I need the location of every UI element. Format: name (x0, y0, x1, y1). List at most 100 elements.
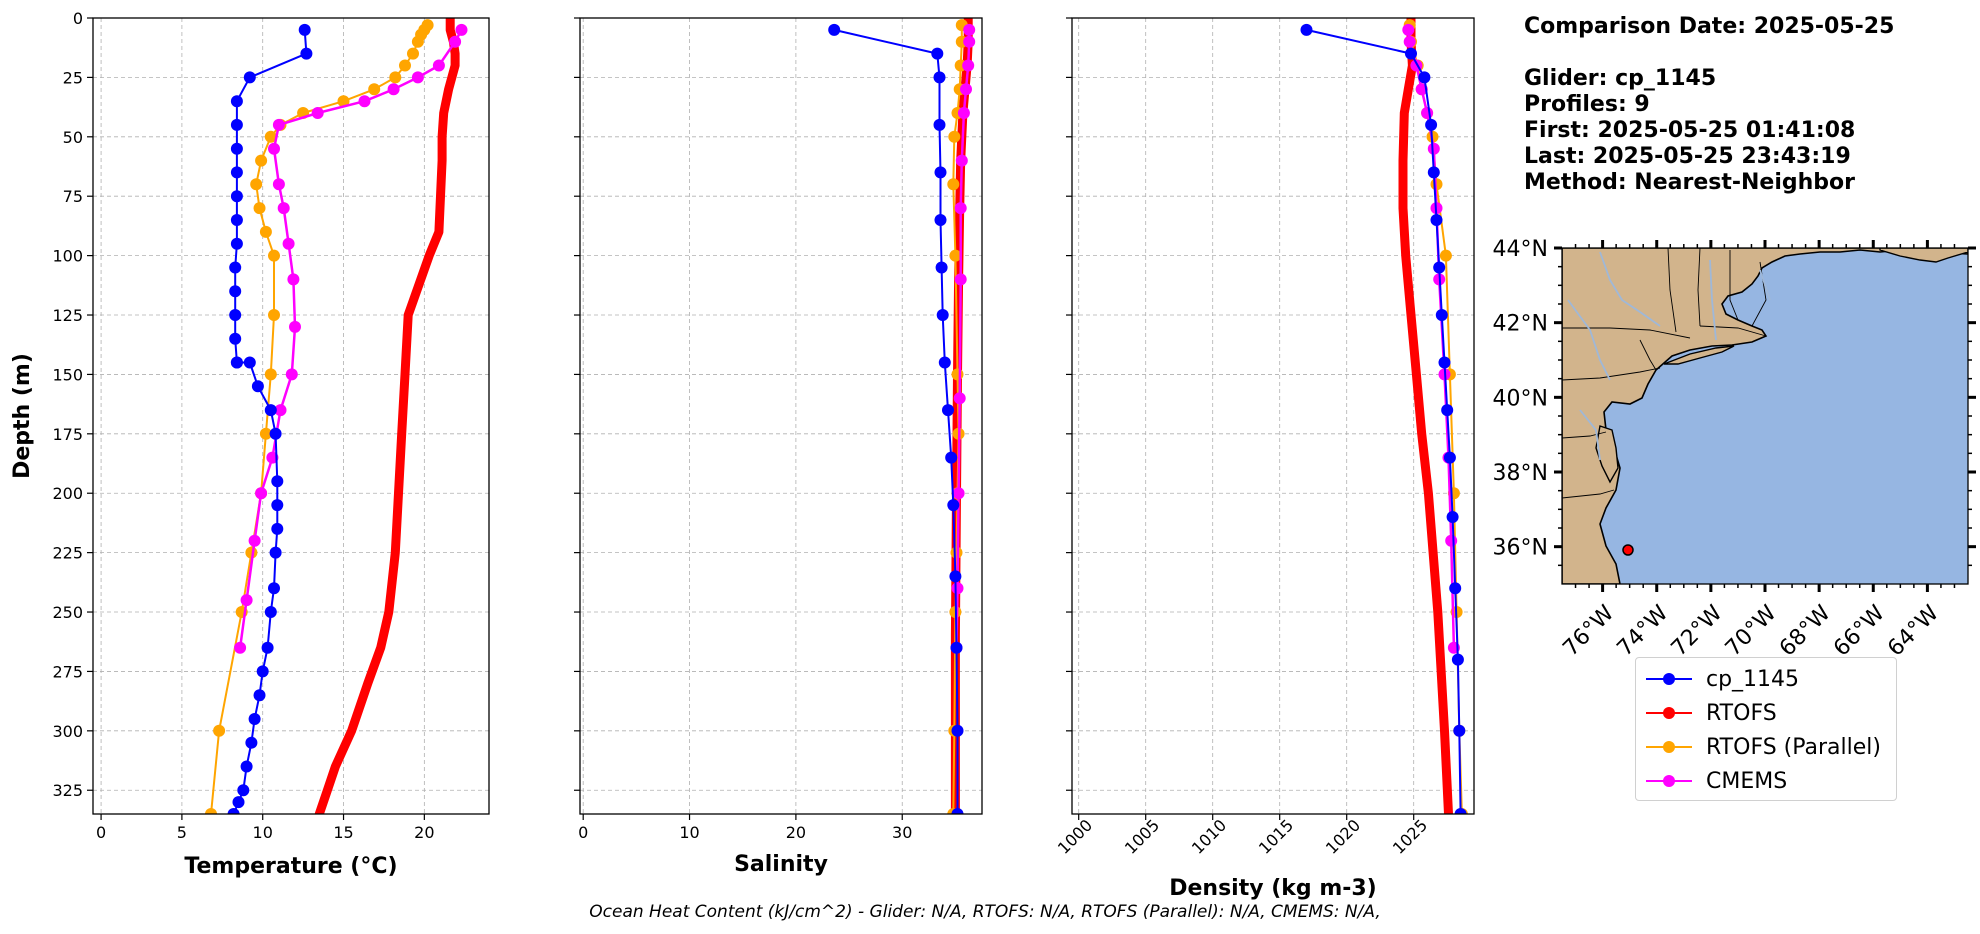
data-point (230, 214, 243, 226)
data-point (449, 35, 462, 48)
data-point (934, 214, 947, 226)
data-point (250, 178, 263, 191)
salinity-ticks: 0 10 20 30 (574, 17, 912, 842)
data-point (1439, 249, 1452, 262)
data-point (261, 641, 274, 654)
depth-ylabel: Depth (m) (10, 353, 35, 479)
x-tick-label: 1010 (1188, 816, 1230, 858)
data-point (951, 808, 964, 814)
data-point (271, 499, 284, 512)
data-point (229, 261, 242, 274)
interpolation-method: Method: Nearest-Neighbor (1524, 170, 1855, 195)
x-tick-label: 10 (253, 823, 273, 842)
data-point (274, 404, 287, 417)
data-point (230, 166, 243, 179)
legend-item-rtofs[interactable]: RTOFS (1646, 696, 1777, 730)
first-profile-time: First: 2025-05-25 01:41:08 (1524, 118, 1856, 143)
legend-item-cmems[interactable]: CMEMS (1646, 764, 1787, 798)
y-tick-label: 25 (63, 68, 83, 87)
data-point (311, 107, 324, 119)
data-point (298, 23, 311, 36)
legend-item-cp-1145[interactable]: cp_1145 (1646, 662, 1799, 696)
lon-tick-label: 68°W (1775, 601, 1836, 662)
x-tick-label: 20 (414, 823, 434, 842)
density-xlabel: Density (kg m-3) (1169, 876, 1377, 901)
data-point (387, 83, 400, 96)
data-point (1427, 166, 1440, 179)
data-point (1443, 451, 1456, 464)
data-point (213, 724, 226, 737)
data-point (1446, 511, 1459, 523)
data-point (234, 641, 247, 654)
data-point (931, 47, 944, 60)
data-point (947, 178, 960, 191)
data-point (1430, 214, 1443, 226)
data-point (230, 118, 243, 131)
data-point (337, 95, 350, 108)
data-point (259, 225, 272, 238)
legend-swatch (1646, 669, 1692, 689)
data-point (229, 285, 242, 298)
data-point (255, 154, 268, 167)
data-point (952, 487, 965, 500)
series-line (833, 28, 959, 814)
series-cp-1145 (828, 23, 964, 814)
data-point (264, 606, 277, 618)
data-point (933, 118, 946, 131)
data-point (938, 356, 951, 369)
legend-item-rtofs-parallel[interactable]: RTOFS (Parallel) (1646, 730, 1881, 764)
lon-tick-label: 66°W (1829, 601, 1890, 662)
lon-tick-label: 72°W (1667, 601, 1728, 662)
x-tick-label: 0 (578, 823, 588, 842)
series-cp-1145 (227, 23, 313, 814)
data-point (1449, 582, 1462, 595)
data-point (237, 784, 250, 797)
data-point (253, 202, 266, 215)
data-point (243, 356, 256, 369)
data-point (205, 808, 217, 814)
x-tick-label: 1000 (1054, 816, 1096, 858)
y-tick-label: 125 (52, 306, 83, 325)
data-point (949, 570, 962, 583)
lat-tick-label: 42°N (1493, 312, 1548, 337)
data-point (289, 320, 301, 333)
data-point (272, 178, 285, 191)
data-point (358, 95, 371, 108)
data-point (272, 118, 285, 131)
data-point (253, 689, 266, 702)
data-point (1435, 309, 1448, 321)
legend-swatch (1646, 703, 1692, 723)
data-point (455, 23, 468, 36)
data-point (229, 309, 242, 321)
salinity-frame (579, 17, 983, 815)
long-island (1663, 345, 1735, 365)
x-tick-label: 5 (177, 823, 187, 842)
x-tick-label: 1020 (1322, 816, 1364, 858)
data-point (255, 487, 268, 500)
data-point (399, 59, 411, 72)
comparison-date: Comparison Date: 2025-05-25 (1524, 14, 1895, 39)
temperature-grid (93, 17, 489, 814)
data-point (1300, 23, 1313, 36)
data-point (1403, 35, 1416, 48)
temperature-ticks: 0 5 10 15 2002550751001251501752002252502753… (52, 9, 434, 842)
data-point (949, 249, 962, 262)
nova-scotia-edge (1879, 248, 1968, 263)
data-point (268, 142, 280, 155)
salinity-panel: 0 10 20 30 Salinity (574, 17, 983, 877)
glider-location-marker[interactable] (1622, 544, 1634, 556)
density-series (1300, 18, 1468, 814)
lon-tick-label: 74°W (1613, 601, 1674, 662)
data-point (955, 154, 968, 167)
salinity-series (828, 18, 976, 814)
data-point (935, 261, 948, 274)
legend-label: CMEMS (1706, 768, 1788, 794)
data-point (232, 796, 245, 809)
y-tick-label: 300 (52, 722, 83, 741)
legend-label: cp_1145 (1706, 666, 1800, 692)
series-line (1398, 18, 1453, 814)
temperature-panel: 0 5 10 15 2002550751001251501752002252502753… (10, 9, 490, 879)
series-line (1305, 28, 1462, 814)
data-point (368, 83, 381, 96)
data-point (268, 249, 280, 262)
